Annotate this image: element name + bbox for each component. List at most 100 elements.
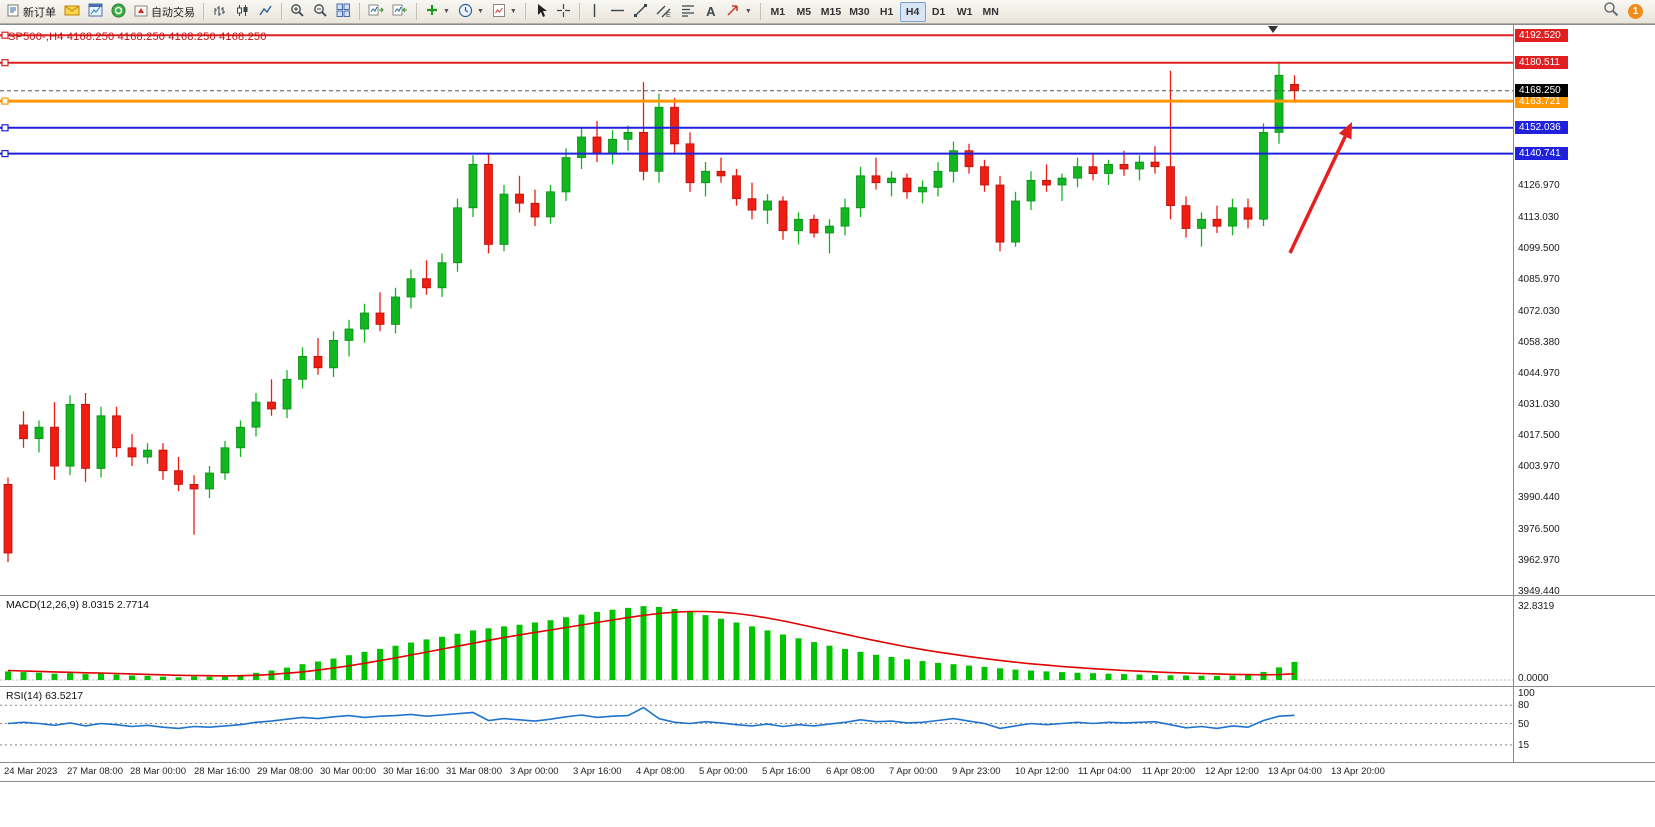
fibonacci-button[interactable] (676, 2, 700, 22)
zoom-in-icon (290, 3, 305, 21)
bid-price-label: 4168.250 (1515, 84, 1568, 98)
templates-icon (492, 3, 506, 21)
price-tick-label: 4058.380 (1518, 336, 1560, 348)
zoom-out-button[interactable] (309, 2, 332, 22)
timeframe-m5-button[interactable]: M5 (791, 2, 817, 22)
tile-windows-icon (336, 3, 351, 21)
templates-button[interactable]: ▼ (488, 2, 521, 22)
line-chart-button[interactable] (254, 2, 277, 22)
search-button[interactable] (1603, 1, 1619, 22)
panel-divider[interactable] (0, 595, 1655, 596)
timeframe-h1-button[interactable]: H1 (874, 2, 900, 22)
timeframe-mn-button[interactable]: MN (978, 2, 1004, 22)
price-tick-label: 4044.970 (1518, 367, 1560, 379)
bar-chart-button[interactable] (208, 2, 231, 22)
bar-chart-icon (212, 3, 227, 21)
price-tick-label: 4099.500 (1518, 242, 1560, 254)
price-tick-label: 4003.970 (1518, 461, 1560, 473)
time-axis[interactable]: 24 Mar 2023 27 Mar 08:00 28 Mar 00:00 28 Ma… (0, 763, 1655, 781)
horizontal-line-button[interactable] (606, 2, 629, 22)
time-label: 11 Apr 04:00 (1078, 766, 1132, 777)
vertical-line-button[interactable] (584, 2, 606, 22)
price-tick-label: 4072.030 (1518, 305, 1560, 317)
new-order-icon (7, 4, 20, 20)
time-label: 28 Mar 00:00 (130, 766, 186, 777)
rsi-label: RSI(14) 63.5217 (6, 690, 84, 702)
auto-trading-label: 自动交易 (151, 6, 195, 19)
candlestick-chart[interactable] (0, 25, 1513, 595)
time-label: 13 Apr 04:00 (1268, 766, 1322, 777)
trendline-icon (633, 3, 648, 21)
macd-scale-max: 32.8319 (1518, 601, 1555, 612)
toolbar-separator (359, 3, 360, 20)
timeframe-h4-button[interactable]: H4 (899, 1, 926, 22)
toolbar-separator (416, 3, 417, 20)
time-label: 31 Mar 08:00 (446, 766, 502, 777)
price-line-label: 4163.721 (1515, 94, 1568, 108)
mql5-community-icon (111, 3, 126, 21)
rsi-scale-label: 80 (1518, 700, 1530, 712)
mail-button[interactable] (60, 2, 84, 22)
timeframe-m30-button[interactable]: M30 (845, 2, 873, 22)
price-tick-label: 4113.030 (1518, 211, 1559, 223)
time-label: 27 Mar 08:00 (67, 766, 123, 777)
toolbar-right-group: 1 (1603, 1, 1652, 22)
notification-badge[interactable]: 1 (1628, 4, 1643, 19)
price-tick-label: 4085.970 (1518, 273, 1560, 285)
time-label: 4 Apr 08:00 (636, 766, 685, 777)
trendline-button[interactable] (629, 2, 652, 22)
price-axis[interactable] (1513, 25, 1655, 762)
chart-window-icon (88, 3, 103, 20)
toolbar-separator (759, 3, 761, 20)
arrows-button[interactable]: ▼ (722, 2, 756, 22)
dropdown-caret-icon: ▼ (509, 8, 517, 15)
macd-chart[interactable] (0, 596, 1513, 686)
time-label: 3 Apr 16:00 (573, 766, 622, 777)
macd-panel[interactable]: MACD(12,26,9) 8.0315 2.7714 (0, 596, 1513, 686)
price-tick-label: 4126.970 (1518, 180, 1560, 192)
zoom-in-button[interactable] (286, 2, 309, 22)
dropdown-caret-icon: ▼ (476, 8, 484, 15)
rsi-panel[interactable]: RSI(14) 63.5217 (0, 687, 1513, 762)
timeline-bottom-border (0, 781, 1655, 782)
time-label: 5 Apr 00:00 (699, 766, 748, 777)
toolbar: 新订单 自动交易 (0, 0, 1655, 24)
timeframe-w1-button[interactable]: W1 (952, 2, 978, 22)
chart-window-button[interactable] (84, 2, 107, 22)
auto-scroll-button[interactable] (364, 2, 388, 22)
time-label: 29 Mar 08:00 (257, 766, 313, 777)
auto-trading-button[interactable]: 自动交易 (130, 2, 199, 22)
price-tick-label: 3962.970 (1518, 554, 1560, 566)
main-chart-panel[interactable] (0, 25, 1513, 595)
rsi-scale-label: 15 (1518, 739, 1530, 751)
fibonacci-icon (680, 3, 696, 21)
line-chart-icon (258, 3, 273, 21)
time-label: 30 Mar 00:00 (320, 766, 376, 777)
time-label: 28 Mar 16:00 (194, 766, 250, 777)
indicators-button[interactable]: ▼ (421, 2, 454, 22)
equidistant-channel-button[interactable]: E (652, 2, 676, 22)
candlestick-chart-button[interactable] (231, 2, 254, 22)
rsi-chart[interactable] (0, 687, 1513, 762)
mql5-community-button[interactable] (107, 2, 130, 22)
new-order-button[interactable]: 新订单 (3, 2, 60, 22)
chart-shift-button[interactable] (388, 2, 412, 22)
text-button[interactable]: A (700, 2, 722, 22)
auto-scroll-icon (368, 3, 384, 20)
time-label: 3 Apr 00:00 (510, 766, 559, 777)
candlestick-icon (235, 3, 250, 21)
tile-windows-button[interactable] (332, 2, 355, 22)
timeframe-m15-button[interactable]: M15 (817, 2, 845, 22)
auto-trading-icon (134, 4, 148, 20)
indicators-icon (425, 3, 439, 20)
crosshair-button[interactable] (552, 2, 575, 22)
timeframe-d1-button[interactable]: D1 (926, 2, 952, 22)
price-line-label: 4192.520 (1515, 28, 1568, 42)
timeframe-m1-button[interactable]: M1 (765, 2, 791, 22)
cursor-button[interactable] (530, 2, 552, 22)
panel-divider[interactable] (0, 686, 1655, 687)
time-label: 13 Apr 20:00 (1331, 766, 1385, 777)
arrows-icon (726, 3, 741, 20)
periods-button[interactable]: ▼ (454, 2, 488, 22)
chart-symbol-title: SP500-,H4 4168.250 4168.250 4168.250 416… (8, 31, 267, 43)
